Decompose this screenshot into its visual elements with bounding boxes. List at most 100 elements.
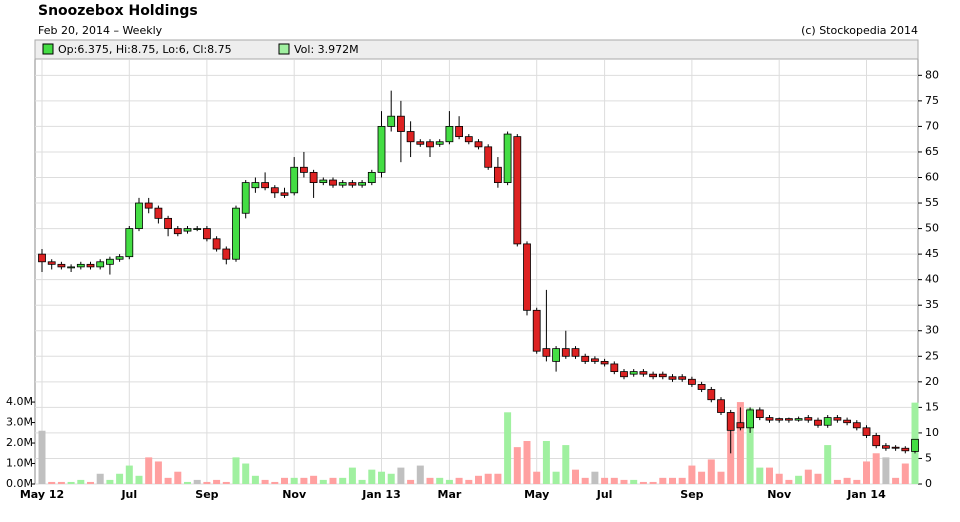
volume-bar	[38, 430, 46, 484]
candle-body	[736, 422, 745, 429]
candle-body	[688, 378, 696, 385]
candle-body	[426, 141, 434, 148]
y2-tick-label: 0.0M	[6, 477, 33, 490]
volume-bar	[416, 465, 424, 484]
volume-bar	[232, 457, 240, 484]
candle-body	[57, 263, 66, 268]
candle-body	[338, 182, 347, 186]
volume-bar	[164, 477, 172, 484]
candle-body	[251, 182, 260, 189]
volume-bar	[833, 479, 841, 484]
candle-body	[164, 217, 173, 229]
volume-bar	[562, 445, 570, 484]
volume-bar	[378, 471, 385, 484]
y2-tick-label: 2.0M	[6, 436, 33, 449]
y-tick-label: 35	[925, 298, 939, 311]
volume-bar	[358, 479, 366, 484]
volume-bar	[669, 477, 676, 484]
volume-bar	[116, 473, 124, 484]
volume-bar	[736, 402, 744, 484]
volume-bar	[533, 471, 541, 484]
candle-body	[154, 207, 163, 219]
volume-bar	[57, 481, 65, 484]
candle-body	[222, 248, 231, 260]
candle-body	[852, 422, 861, 429]
volume-bar	[707, 459, 715, 484]
volume-bar	[48, 481, 56, 484]
volume-bar	[804, 469, 812, 484]
candle-body	[891, 446, 900, 449]
volume-bar	[261, 479, 269, 484]
candle-body	[38, 253, 46, 263]
volume-bar	[504, 412, 512, 484]
candle-body	[348, 182, 357, 186]
candle-body	[212, 238, 221, 250]
volume-bar	[523, 440, 531, 484]
y-tick-label: 50	[925, 222, 939, 235]
legend-volume: Vol: 3.972M	[294, 43, 359, 56]
candle-body	[620, 371, 628, 378]
candle-body	[455, 126, 464, 138]
volume-bar	[601, 477, 609, 484]
candle-body	[484, 146, 493, 168]
candle-body	[814, 419, 822, 426]
candle-body	[377, 126, 386, 173]
candle-body	[241, 182, 250, 214]
volume-bar	[300, 477, 308, 484]
volume-bar	[135, 475, 143, 484]
y-tick-label: 25	[925, 349, 939, 362]
volume-bar	[572, 469, 579, 484]
x-tick-label: Jan 14	[846, 488, 886, 501]
volume-bar	[727, 430, 735, 484]
volume-bar	[746, 408, 754, 484]
y-tick-label: 45	[925, 247, 939, 260]
candle-body	[542, 348, 551, 357]
x-tick-label: May	[524, 488, 549, 501]
candle-body	[843, 419, 851, 424]
volume-bar	[184, 481, 191, 484]
volume-bar	[242, 463, 250, 484]
candle-body	[785, 418, 793, 421]
candle-body	[629, 371, 638, 375]
volume-bar	[436, 477, 444, 484]
volume-bar	[756, 467, 764, 484]
candle-body	[523, 243, 531, 311]
volume-bar	[581, 477, 589, 484]
y-tick-label: 60	[925, 170, 939, 183]
candle-body	[775, 418, 784, 421]
volume-bar	[814, 473, 822, 484]
volume-bar	[339, 477, 347, 484]
candle-body	[115, 256, 124, 260]
volume-bar	[145, 457, 153, 484]
volume-bar	[329, 477, 337, 484]
candle-body	[726, 412, 735, 431]
y2-tick-label: 4.0M	[6, 395, 33, 408]
x-tick-label: Jul	[596, 488, 613, 501]
volume-bar	[310, 475, 318, 484]
candle-body	[804, 417, 813, 421]
candle-body	[387, 115, 396, 127]
volume-bar	[552, 471, 560, 484]
volume-bar	[882, 457, 890, 484]
volume-bar	[863, 461, 870, 484]
x-tick-label: Sep	[195, 488, 218, 501]
candle-body	[309, 171, 318, 184]
volume-bar	[901, 463, 909, 484]
plot-area	[34, 39, 919, 485]
y-tick-label: 10	[925, 426, 939, 439]
candle-body	[280, 192, 289, 196]
candle-body	[552, 348, 560, 362]
candle-body	[261, 182, 270, 189]
candle-body	[600, 360, 609, 365]
y-tick-label: 15	[925, 400, 939, 413]
volume-bar	[766, 467, 773, 484]
volume-bar	[67, 481, 75, 484]
x-tick-label: Jan 13	[361, 488, 400, 501]
volume-bar	[620, 479, 628, 484]
candle-body	[416, 141, 425, 145]
candle-body	[649, 373, 657, 378]
volume-bar	[213, 479, 221, 484]
y-tick-label: 20	[925, 375, 939, 388]
volume-bar	[630, 479, 638, 484]
volume-bar	[222, 481, 230, 484]
